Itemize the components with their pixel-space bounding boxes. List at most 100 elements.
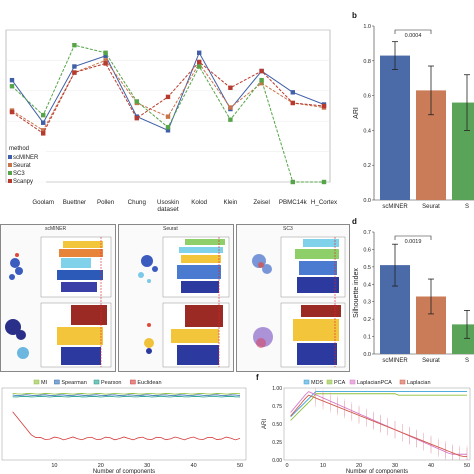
data-point: [197, 59, 202, 65]
data-point: [72, 70, 77, 75]
x-tick-label: scMINER: [382, 204, 408, 210]
data-point: [9, 109, 15, 115]
y-tick-label: 0.4: [363, 128, 371, 134]
x-tick-label: Seurat: [422, 204, 440, 210]
data-point: [9, 77, 15, 83]
legend-label: Spearman: [61, 380, 86, 386]
legend-box: [8, 144, 46, 194]
x-tick-label: scMINER: [382, 358, 408, 364]
data-point: [134, 115, 139, 121]
p-value-label: 0.0019: [405, 239, 422, 245]
ari-bar-chart: b 0.0 0.2 0.4 0.6 0.8 1.0 ARI scMINER Seurat S 0.00…: [352, 11, 474, 210]
data-point: [197, 50, 202, 55]
data-point: [41, 128, 46, 133]
legend-marker: [8, 163, 12, 167]
umap-scminer-graphic: [5, 236, 112, 368]
series-line-euclidean: [12, 411, 241, 441]
y-tick-label: 0.4: [363, 282, 371, 288]
series-line-pca: [290, 393, 467, 421]
legend-label: SC3: [13, 171, 25, 177]
x-axis-label: dataset: [157, 206, 179, 212]
embedding-ari-line-chart: f 0.00 0.25 0.50 0.75 1.00 ARI 0 10 20 30 40 50 Numbe…: [256, 373, 471, 474]
series-line-mi: [12, 392, 241, 395]
legend-marker: [303, 379, 310, 385]
legend-marker: [8, 171, 12, 175]
y-axis-label: ARI: [353, 107, 360, 119]
series-line-pearson: [12, 395, 241, 398]
y-tick-label: 0.75: [272, 404, 282, 410]
data-point: [259, 68, 264, 74]
y-tick-label: 0.0: [363, 352, 371, 358]
umap-title: Seurat: [163, 226, 178, 232]
umap-panel-seurat: Seurat: [118, 224, 234, 372]
distance-metric-line-chart: MI Spearman Pearson Euclidean 10 20 30 40 50 Numb…: [1, 379, 247, 474]
legend-label: Scanpy: [13, 179, 33, 185]
data-point: [103, 58, 108, 63]
umap-title: scMINER: [45, 226, 67, 232]
plot-frame: [1, 387, 247, 461]
data-point: [290, 100, 295, 106]
legend-label: LaplacianPCA: [357, 380, 392, 386]
y-tick-label: 0.2: [363, 317, 371, 323]
legend-label: Euclidean: [137, 380, 161, 386]
legend-marker: [93, 379, 100, 385]
data-point: [103, 50, 108, 55]
x-tick-label: Klein: [224, 199, 238, 206]
legend-marker: [8, 179, 12, 183]
umap-panel-sc3: SC3: [236, 224, 350, 372]
x-axis-label: Number of components: [346, 469, 408, 474]
umap-title: SC3: [283, 226, 293, 232]
y-tick-label: 0.6: [363, 94, 371, 100]
x-tick-label: 50: [237, 463, 243, 469]
y-tick-label: 0.6: [363, 247, 371, 253]
data-point: [72, 43, 77, 48]
plot-frame: [283, 387, 471, 461]
umap-panel-scminer: scMINER: [0, 224, 116, 372]
legend-marker: [326, 379, 333, 385]
data-point: [321, 179, 327, 185]
x-tick-label: Zeisel: [253, 199, 270, 206]
y-tick-label: 0.25: [272, 440, 282, 446]
x-tick-label: 20: [98, 463, 104, 469]
data-point: [165, 125, 171, 130]
data-point: [228, 85, 233, 90]
x-tick-label: 40: [191, 463, 197, 469]
dataset-line-chart: Goolam Buettner Pollen Chung Usoskin Kolod Kle…: [5, 29, 338, 212]
data-point: [321, 103, 327, 109]
data-point: [41, 131, 46, 136]
x-tick-label: Pollen: [97, 199, 115, 206]
data-point: [165, 128, 171, 133]
x-tick-label: PBMC14k: [279, 199, 308, 206]
data-point: [41, 112, 46, 118]
data-point: [72, 64, 77, 69]
data-point: [197, 64, 202, 69]
x-tick-label: 50: [464, 463, 470, 469]
x-tick-label: H_Cortex: [311, 199, 338, 206]
data-point: [228, 105, 233, 110]
x-tick-label: Seurat: [422, 358, 440, 364]
panel-label: b: [352, 11, 357, 20]
y-tick-label: 0.3: [363, 300, 371, 306]
x-tick-label: 30: [392, 463, 398, 469]
data-point: [259, 77, 264, 83]
y-tick-label: 1.0: [363, 24, 371, 30]
legend-label: scMINER: [13, 155, 39, 161]
x-tick-label: 40: [428, 463, 434, 469]
x-tick-label: Buettner: [63, 199, 86, 206]
data-point: [228, 117, 233, 122]
y-axis-label: Silhouette index: [353, 268, 360, 318]
legend-label: Laplacian: [407, 380, 431, 386]
legend-marker: [33, 379, 40, 385]
x-tick-label: 10: [51, 463, 57, 469]
y-tick-label: 0.00: [272, 458, 282, 464]
y-tick-label: 0.50: [272, 422, 282, 428]
significance-bracket: [394, 235, 432, 240]
legend-label: MI: [41, 380, 48, 386]
data-point: [165, 94, 171, 100]
legend-label: Seurat: [13, 163, 31, 169]
x-tick-label: 20: [356, 463, 362, 469]
legend-marker: [349, 379, 356, 385]
y-tick-label: 0.1: [363, 335, 371, 341]
umap-grid: scMINER Seurat: [0, 222, 350, 372]
plot-frame: [5, 29, 331, 183]
